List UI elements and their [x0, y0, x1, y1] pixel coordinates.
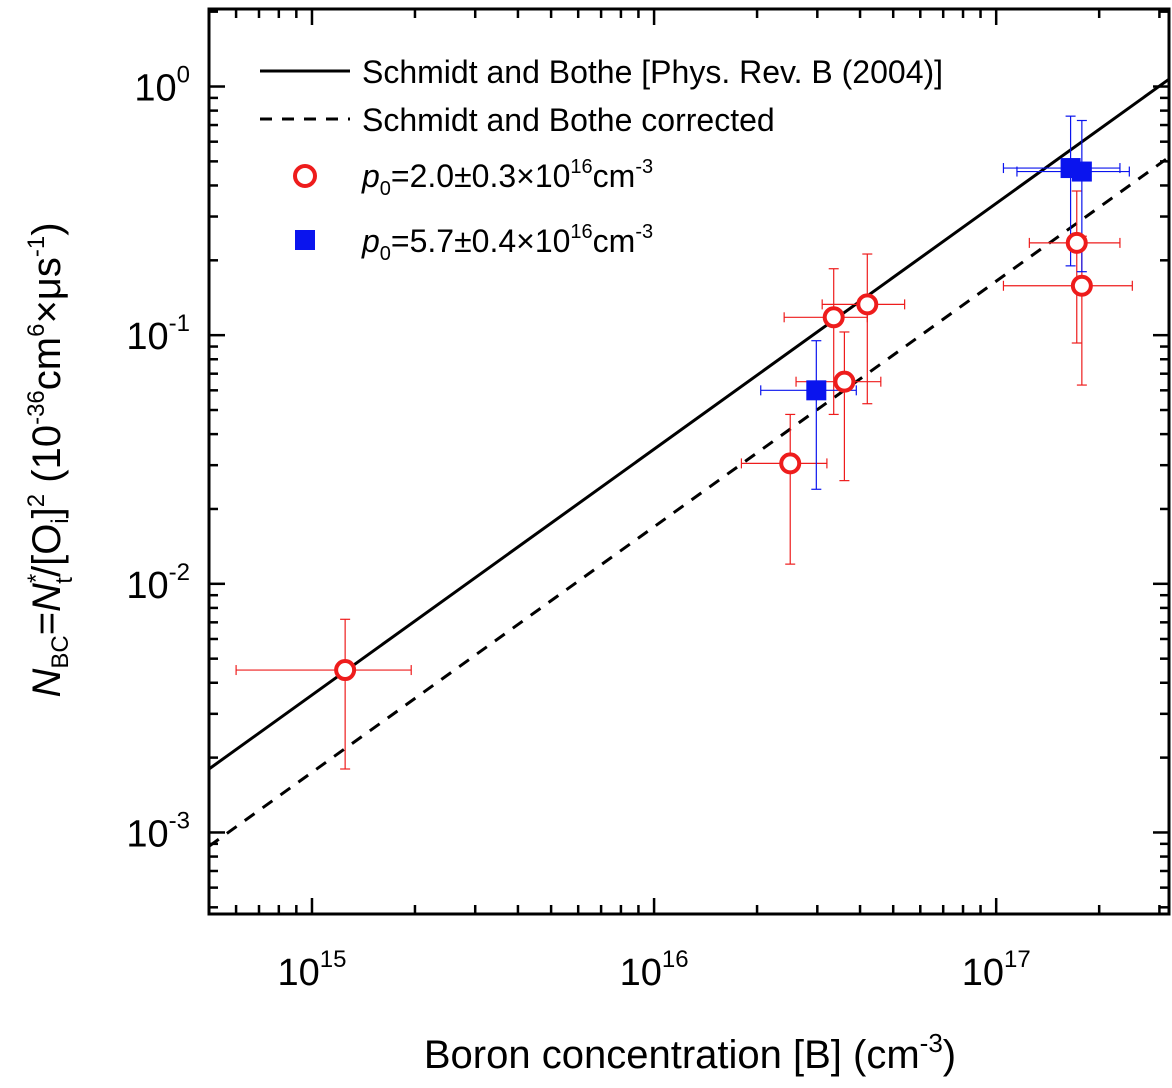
- x-axis-title: Boron concentration [B] (cm-3): [424, 1028, 956, 1077]
- x-tick-label: 1016: [620, 946, 689, 994]
- legend-label-dashed: Schmidt and Bothe corrected: [362, 102, 775, 138]
- data-point-circle: [334, 659, 357, 682]
- y-tick-label: 10-3: [126, 807, 190, 855]
- data-markers: [334, 158, 1093, 682]
- data-point-circle: [1065, 231, 1088, 254]
- data-point-circle: [779, 452, 802, 475]
- data-point-square: [1071, 161, 1092, 182]
- data-point-circle: [1070, 274, 1093, 297]
- legend-label-square: p0=5.7±0.4×1016cm-3: [361, 221, 653, 265]
- legend-marker-square: [295, 230, 315, 250]
- data-point-circle: [833, 370, 856, 393]
- fit-lines: [208, 77, 1170, 848]
- x-tick-label: 1017: [962, 946, 1031, 994]
- legend-label-solid: Schmidt and Bothe [Phys. Rev. B (2004)]: [362, 54, 943, 90]
- tick-labels: 1015 1016 1017 100 10-1 10-2 10-3: [126, 62, 1030, 994]
- fit-line-solid: [208, 77, 1170, 771]
- legend-label-circle: p0=2.0±0.3×1016cm-3: [361, 156, 653, 200]
- y-tick-label: 10-1: [126, 310, 190, 358]
- data-point-circle: [822, 306, 845, 329]
- legend-marker-circle: [293, 164, 317, 188]
- legend: Schmidt and Bothe [Phys. Rev. B (2004)] …: [260, 54, 943, 265]
- data-point-circle: [856, 293, 879, 316]
- y-tick-label: 10-2: [126, 559, 190, 607]
- x-tick-label: 1015: [277, 946, 346, 994]
- y-axis-title: NBC=N*t/[Oi]2 (10-36cm6×μs-1): [23, 222, 78, 697]
- y-tick-label: 100: [134, 62, 190, 110]
- plot-frame: [207, 7, 1171, 916]
- data-point-square: [806, 380, 827, 401]
